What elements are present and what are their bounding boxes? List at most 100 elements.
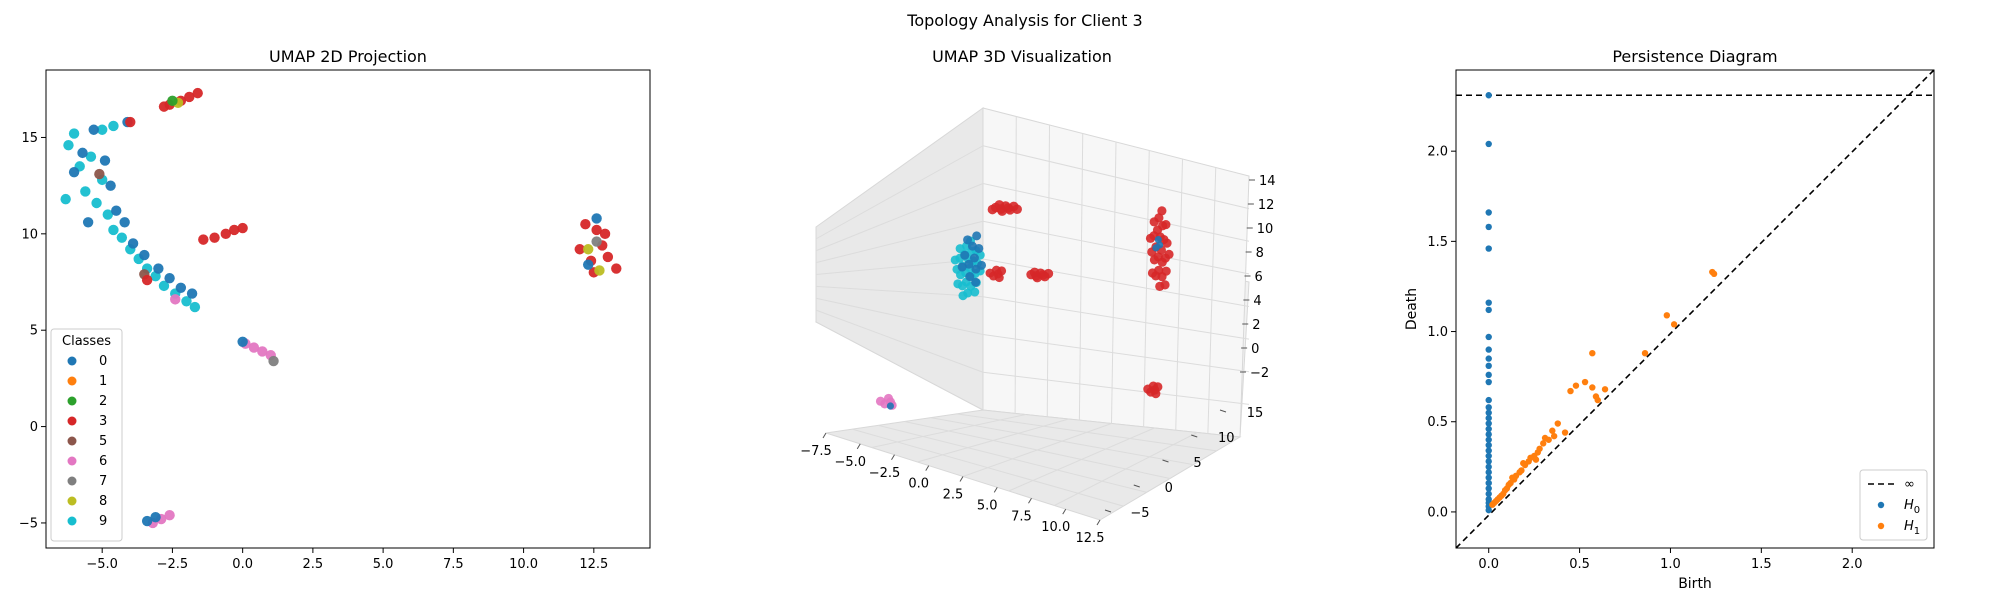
persistence-point-H1 bbox=[1567, 387, 1574, 395]
persistence-ytick-label: 1.0 bbox=[1427, 325, 1448, 340]
umap-2d-xtick-label: 10.0 bbox=[509, 557, 538, 572]
persistence-point-H1 bbox=[1710, 270, 1718, 278]
umap-3d-xtick bbox=[959, 476, 964, 482]
persistence-point-H0 bbox=[1485, 485, 1492, 492]
umap-3d-point-class-6 bbox=[875, 396, 886, 406]
persistence-point-H0 bbox=[1485, 378, 1492, 386]
umap-2d-ytick-label: 10 bbox=[21, 227, 38, 242]
persistence-point-H0 bbox=[1485, 479, 1492, 487]
persistence-ytick-label: 0.5 bbox=[1427, 415, 1448, 430]
persistence-panel: Persistence Diagram 0.0 0.5 1.0 1.5 2.00.00.… bbox=[1404, 47, 1935, 592]
umap-2d-point-class-0 bbox=[127, 238, 139, 249]
persistence-xlabel: Birth bbox=[1678, 576, 1712, 592]
umap-3d-ytick bbox=[1104, 509, 1112, 513]
persistence-ticks: 0.0 0.5 1.0 1.5 2.0 0.0 0.5 1.0 1.5 2.0 bbox=[1427, 145, 1862, 572]
umap-3d-point-class-3 bbox=[1145, 233, 1156, 243]
persistence-xtick-label: 1.0 bbox=[1660, 557, 1681, 572]
umap-2d-point-class-0 bbox=[150, 511, 161, 523]
umap-3d-point-class-3 bbox=[1157, 206, 1167, 216]
umap-2d-axes-frame bbox=[45, 69, 651, 549]
umap-3d-grid-line bbox=[982, 145, 1250, 210]
persistence-point-H0 bbox=[1485, 299, 1492, 306]
umap-2d-point-class-0 bbox=[591, 213, 602, 224]
umap-3d-xtick bbox=[891, 454, 895, 461]
umap-3d-grid-line bbox=[1207, 167, 1217, 434]
umap-3d-xtick-label: −7.5 bbox=[800, 444, 832, 459]
umap-3d-grid-line bbox=[815, 145, 984, 240]
umap-3d-xtick bbox=[925, 465, 930, 471]
umap-3d-point-class-9 bbox=[970, 287, 980, 297]
umap-2d-legend-label-1: 1 bbox=[99, 374, 107, 389]
persistence-diagonal-line bbox=[1455, 69, 1935, 549]
umap-2d-point-class-3 bbox=[141, 274, 153, 286]
persistence-point-H1 bbox=[1554, 420, 1561, 427]
persistence-point-H0 bbox=[1485, 420, 1492, 427]
umap-3d-ztick-label: 12 bbox=[1258, 198, 1275, 213]
umap-3d-xtick bbox=[822, 432, 827, 439]
persistence-legend-subscript: 1 bbox=[1914, 526, 1920, 537]
umap-2d-point-class-6 bbox=[164, 510, 175, 521]
persistence-point-H1 bbox=[1532, 456, 1540, 463]
umap-3d-point-class-3 bbox=[1029, 267, 1040, 278]
umap-2d-xtick-label: −2.5 bbox=[157, 557, 189, 572]
persistence-point-H1 bbox=[1589, 349, 1596, 357]
persistence-point-H0 bbox=[1485, 92, 1492, 99]
persistence-point-H0 bbox=[1485, 355, 1492, 362]
umap-2d-point-class-0 bbox=[237, 336, 248, 347]
umap-2d-point-class-3 bbox=[574, 244, 585, 255]
persistence-legend-marker-h1 bbox=[1877, 522, 1885, 530]
persistence-point-H0 bbox=[1485, 409, 1492, 416]
umap-2d-xtick-label: 0.0 bbox=[232, 557, 253, 572]
umap-2d-point-class-6 bbox=[257, 346, 268, 357]
umap-3d-point-class-0 bbox=[965, 272, 975, 282]
umap-2d-point-class-3 bbox=[580, 218, 591, 230]
umap-2d-point-class-3 bbox=[591, 224, 602, 236]
umap-2d-point-class-9 bbox=[189, 301, 201, 313]
umap-2d-point-class-0 bbox=[119, 217, 130, 228]
umap-2d-point-class-0 bbox=[175, 282, 187, 293]
persistence-point-H0 bbox=[1485, 306, 1492, 314]
umap-2d-point-class-0 bbox=[105, 180, 116, 191]
umap-2d-legend: Classes 0 1 2 3 5 6 7 8 9 bbox=[50, 328, 123, 542]
umap-2d-xtick-label: 12.5 bbox=[579, 557, 608, 572]
umap-3d-point-class-0 bbox=[969, 253, 979, 263]
umap-3d-point-class-9 bbox=[950, 255, 960, 265]
umap-2d-point-class-9 bbox=[85, 151, 97, 162]
umap-3d-xtick-label: 5.0 bbox=[977, 498, 998, 513]
umap-3d-grid-line bbox=[982, 183, 1250, 242]
persistence-point-H0 bbox=[1485, 431, 1492, 438]
umap-2d-point-class-9 bbox=[91, 197, 102, 209]
umap-2d-ytick-label: 0 bbox=[30, 420, 38, 435]
umap-3d-xtick-label: −2.5 bbox=[869, 466, 901, 481]
umap-3d-point-class-9 bbox=[955, 244, 965, 254]
umap-2d-legend-marker-1 bbox=[67, 376, 77, 386]
umap-2d-xtick-label: 7.5 bbox=[443, 557, 464, 572]
persistence-point-H0 bbox=[1485, 396, 1492, 404]
persistence-point-H0 bbox=[1485, 436, 1492, 443]
umap-3d-ytick-label: 5 bbox=[1193, 456, 1201, 471]
umap-3d-point-class-3 bbox=[1147, 268, 1158, 278]
umap-2d-point-class-3 bbox=[602, 251, 614, 263]
umap-2d-point-class-9 bbox=[102, 209, 114, 220]
persistence-point-H0 bbox=[1485, 371, 1492, 379]
umap-3d-grid-line bbox=[815, 309, 984, 373]
umap-2d-point-class-9 bbox=[68, 128, 80, 139]
umap-3d-xtick-label: 10.0 bbox=[1041, 520, 1070, 535]
persistence-legend-infinity-label: ∞ bbox=[1904, 477, 1915, 492]
umap-2d-legend-marker-9 bbox=[67, 516, 77, 526]
umap-3d-point-class-3 bbox=[1012, 204, 1022, 215]
umap-2d-point-class-3 bbox=[220, 228, 231, 240]
persistence-legend-subscript: 0 bbox=[1914, 505, 1920, 516]
umap-3d-xtick bbox=[1062, 508, 1067, 515]
persistence-points bbox=[1485, 92, 1718, 514]
umap-2d-point-class-7 bbox=[268, 355, 279, 367]
umap-3d-point-class-3 bbox=[994, 200, 1005, 210]
umap-3d-ztick-label: 0 bbox=[1251, 342, 1259, 357]
umap-2d-legend-label-7: 7 bbox=[99, 474, 107, 489]
persistence-point-H0 bbox=[1485, 333, 1492, 341]
umap-3d-grid-line bbox=[815, 183, 984, 252]
umap-2d-point-class-0 bbox=[186, 288, 198, 299]
umap-2d-point-class-0 bbox=[141, 515, 153, 527]
umap-3d-point-class-0 bbox=[977, 260, 987, 270]
